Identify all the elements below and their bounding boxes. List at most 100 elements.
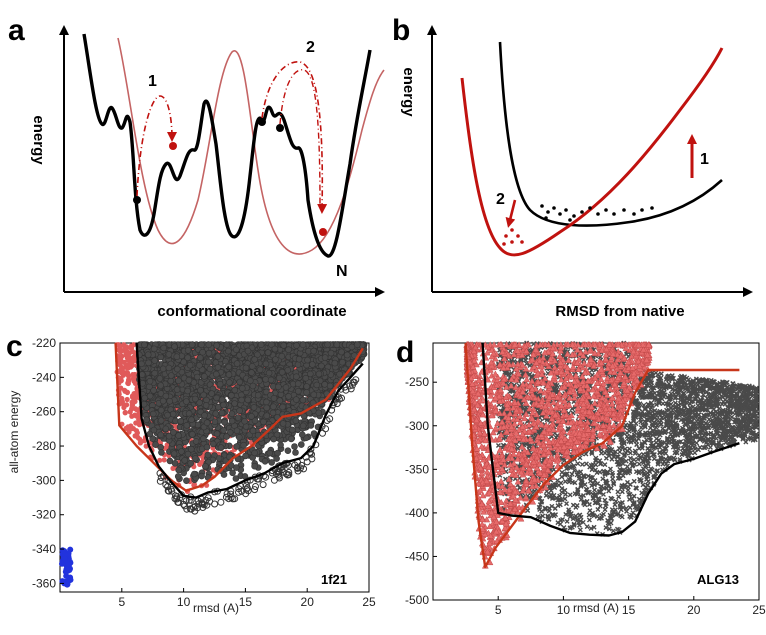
panel-b-black-funnel — [498, 41, 723, 227]
panel-c-decoy-point — [188, 341, 196, 349]
panel-c-decoy-point — [141, 341, 148, 349]
panel-c-decoy-point — [270, 435, 277, 443]
panel-c-decoy-point-red — [122, 409, 128, 416]
panel-b: b energy RMSD from native 2 1 — [392, 14, 753, 320]
panel-c-decoy-point — [189, 430, 196, 438]
panel-c-decoy-point — [275, 374, 283, 382]
panel-c-decoy-point — [242, 452, 249, 460]
panel-c-decoy-point — [175, 466, 182, 474]
panel-c-decoy-point — [209, 440, 217, 448]
panel-c-decoy-point-red — [121, 342, 127, 348]
panel-a-ylabel: energy — [30, 115, 47, 165]
panel-c-decoy-point — [146, 377, 154, 385]
panel-c-decoy-point — [232, 475, 240, 482]
panel-c-decoy-point — [241, 417, 248, 425]
panel-b-arrow-2 — [505, 199, 517, 228]
panel-c-decoy-point — [150, 410, 157, 418]
panel-c-decoy-point — [315, 409, 323, 417]
panel-c-decoy-point — [280, 342, 288, 349]
panel-c-decoy-point — [220, 401, 227, 409]
panel-c-decoy-point — [198, 472, 205, 480]
panel-c-decoy-point — [186, 361, 194, 369]
panel-c-decoy-point — [262, 375, 269, 383]
panel-c-decoy-point — [191, 470, 198, 478]
panel-c-decoy-point — [270, 403, 277, 411]
panel-c-decoy-point — [183, 398, 190, 405]
panel-c-decoy-point-red — [117, 362, 123, 368]
panel-c-decoy-point — [181, 457, 188, 464]
panel-c-letter: c — [6, 330, 23, 363]
panel-c-decoy-point — [198, 341, 205, 349]
panel-c-decoy-point-red — [157, 457, 163, 463]
panel-c-decoy-point — [249, 427, 257, 435]
panel-c-decoy-point — [173, 386, 181, 393]
panel-c-decoy-point — [170, 428, 177, 436]
panel-c-decoy-point — [221, 418, 228, 426]
panel-c-decoy-point — [295, 355, 303, 363]
panel-b-xlabel: RMSD from native — [555, 303, 684, 320]
panel-c-decoy-point — [306, 370, 314, 378]
panel-c-decoy-point — [143, 416, 150, 424]
panel-c-decoy-point — [185, 376, 193, 384]
panel-c-decoy-point — [287, 435, 295, 443]
panel-c-decoy-point — [262, 360, 270, 368]
panel-c-decoy-point — [213, 370, 220, 378]
panel-c-decoy-point — [236, 378, 243, 386]
panel-c-decoy-point — [184, 387, 191, 395]
panel-b-red-funnel — [460, 47, 724, 257]
panel-c-decoy-point — [304, 356, 311, 364]
panel-c-decoy-point — [225, 347, 232, 355]
panel-c-decoy-point — [250, 404, 258, 411]
panel-c-decoy-point — [285, 346, 292, 354]
panel-c-decoy-point — [164, 411, 171, 419]
panel-c-decoy-point — [205, 349, 213, 357]
panel-c-decoy-point — [174, 365, 181, 373]
panel-c-decoy-point — [289, 426, 296, 434]
panel-c-decoy-point — [215, 455, 223, 462]
panel-c-decoy-point — [267, 376, 275, 384]
panel-a-annot-1: 1 — [148, 73, 157, 90]
panel-c-decoy-point — [156, 375, 164, 382]
panel-c-decoy-point — [166, 457, 174, 465]
panel-c-decoy-point — [307, 422, 315, 429]
panel-c-decoy-point-red — [119, 395, 125, 402]
panel-a-start-dot-2b — [276, 124, 284, 132]
panel-c-decoy-point — [174, 473, 182, 480]
panel-c-decoy-point — [225, 363, 232, 371]
panel-a-transition-1 — [136, 95, 177, 197]
panel-c-decoy-point — [353, 341, 361, 349]
panel-c-decoy-point — [282, 384, 290, 391]
panel-c-decoy-point — [200, 435, 207, 443]
panel-c-decoy-point — [256, 366, 264, 374]
panel-c-decoy-point — [157, 382, 164, 389]
panel-c-decoy-point — [276, 397, 284, 404]
panel-c-decoy-point — [213, 394, 220, 402]
panel-c-decoy-point — [223, 341, 230, 349]
panel-c-decoy-point — [188, 445, 195, 453]
panel-c-decoy-point — [141, 394, 148, 402]
panel-c-decoy-point-red — [118, 349, 124, 355]
panel-c-decoy-point — [194, 373, 201, 381]
panel-c-decoy-point — [138, 360, 145, 368]
panel-c-decoy-point — [263, 404, 271, 412]
panel-c-decoy-point — [220, 427, 227, 434]
panel-a-transition-2a — [261, 61, 328, 214]
panel-b-ylabel: energy — [400, 67, 417, 117]
panel-c-decoy-point — [157, 406, 165, 414]
panel-c-decoy-point — [279, 403, 286, 411]
panel-a-smooth-landscape — [117, 37, 385, 255]
panel-c-decoy-point — [166, 397, 173, 405]
panel-b-annot-2: 2 — [496, 191, 505, 208]
panel-c-decoy-point-red — [124, 371, 130, 377]
panel-c-decoy-point — [159, 365, 167, 373]
panel-c-decoy-point — [292, 417, 300, 425]
panel-c-decoy-point — [205, 341, 212, 349]
panel-c-decoy-point — [217, 444, 225, 451]
panel-c-decoy-point — [159, 397, 167, 405]
panel-a-xlabel: conformational coordinate — [157, 303, 346, 320]
panel-c-decoy-point — [146, 392, 154, 400]
panel-c-decoy-point — [278, 368, 286, 376]
panel-c-decoy-point — [177, 417, 184, 425]
panel-c-decoy-point — [236, 433, 243, 441]
panel-c-decoy-point — [167, 377, 175, 385]
